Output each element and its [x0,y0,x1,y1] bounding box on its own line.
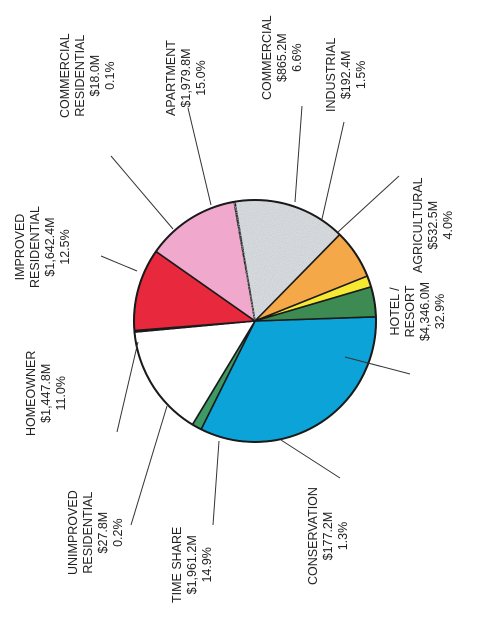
slice-label-industrial: INDUSTRIAL $192.4M 1.5% [324,38,369,112]
leader-line-commercial-residential [110,155,174,230]
slice-percent: 11.0% [54,376,68,411]
slice-name-line: RESIDENTIAL [28,206,42,288]
slice-value: $27.8M [96,511,110,554]
slice-name-line: CONSERVATION [306,487,320,585]
slice-label-conservation: CONSERVATION $177.2M 1.3% [306,487,351,585]
slice-label-time-share: TIME SHARE $1,961.2M 14.9% [170,527,215,603]
leader-line-hotel-resort [344,356,411,375]
slice-value: $192.4M [339,50,353,100]
slice-percent: 32.9% [433,293,447,330]
slice-percent: 1.3% [336,521,350,551]
slice-label-unimproved-residential: UNIMPROVED RESIDENTIAL $27.8M 0.2% [66,490,126,575]
slice-percent: 14.9% [200,547,214,583]
leader-line-commercial [294,105,303,203]
slice-label-commercial: COMMERCIAL $865.2M 6.6% [260,15,305,100]
slice-value: $1,961.2M [185,535,199,595]
slice-value: $1,642.4M [43,217,57,277]
slice-name-line: RESORT [403,285,417,338]
leader-line-improved-residential [100,255,138,272]
slice-label-hotel-resort: HOTEL / RESORT $4,346.0M 32.9% [388,282,448,341]
slice-percent: 6.6% [290,43,304,72]
slice-value: $177.2M [321,511,335,561]
slice-percent: 0.1% [103,61,117,90]
slice-value: $1,979.8M [179,48,193,108]
slice-label-apartment: APARTMENT $1,979.8M 15.0% [164,40,209,116]
slice-name-line: INDUSTRIAL [324,37,338,112]
slice-value: $4,346.0M [418,281,432,341]
slice-name-line: RESIDENTIAL [73,34,87,117]
leader-line-unimproved-residential [130,405,168,526]
slice-value: $865.2M [275,33,289,82]
slice-percent: 15.0% [194,60,208,96]
leader-line-homeowner [116,341,139,433]
slice-label-commercial-residential: COMMERCIAL RESIDENTIAL $18.0M 0.1% [58,33,118,118]
slice-name-line: UNIMPROVED [66,490,80,575]
slice-label-homeowner: HOMEOWNER $1,447.8M 11.0% [24,351,69,436]
slice-value: $1,447.8M [39,363,53,423]
slice-name-line: APARTMENT [164,40,178,116]
leader-line-time-share [212,440,220,526]
slice-name-line: RESIDENTIAL [81,491,95,574]
leader-line-industrial [321,121,345,220]
slice-name-line: TIME SHARE [170,526,184,603]
slice-percent: 12.5% [58,229,72,265]
slice-name-line: COMMERCIAL [58,33,72,118]
slice-label-improved-residential: IMPROVED RESIDENTIAL $1,642.4M 12.5% [13,206,73,288]
slice-percent: 4.0% [441,210,455,240]
leader-line-agricultural [337,175,400,233]
slice-name-line: AGRICULTURAL [411,177,425,273]
slice-value: $532.5M [426,200,440,250]
slice-name-line: HOMEOWNER [24,350,38,436]
slice-name-line: IMPROVED [13,213,27,281]
slice-name-line: COMMERCIAL [260,15,274,100]
slice-value: $18.0M [88,54,102,97]
slice-name-line: HOTEL / [388,287,402,336]
leader-line-apartment [187,107,212,206]
slice-label-agricultural: AGRICULTURAL $532.5M 4.0% [411,177,456,273]
pie-outline [133,199,377,443]
slice-percent: 1.5% [354,60,368,90]
slice-percent: 0.2% [111,518,125,547]
leader-line-conservation [280,439,341,479]
